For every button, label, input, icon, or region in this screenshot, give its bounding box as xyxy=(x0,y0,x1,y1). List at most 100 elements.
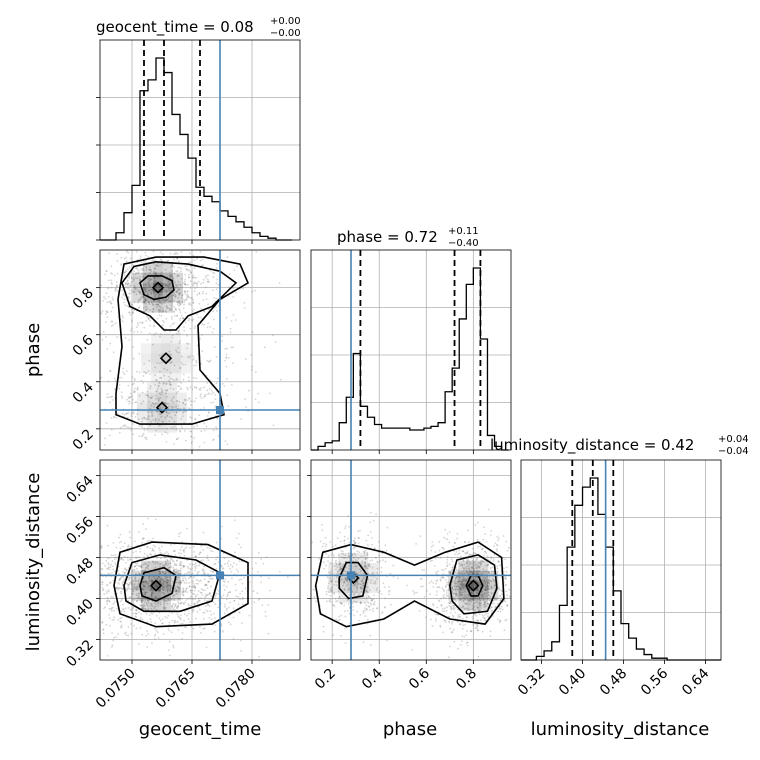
scatter-point xyxy=(143,416,146,419)
scatter-point xyxy=(178,304,181,307)
scatter-point xyxy=(147,418,150,421)
scatter-point xyxy=(330,580,332,583)
scatter-point xyxy=(327,587,329,590)
scatter-point xyxy=(102,589,104,592)
scatter-point xyxy=(172,406,174,409)
scatter-point xyxy=(171,317,174,320)
scatter-point xyxy=(363,566,366,568)
scatter-point xyxy=(346,580,348,582)
scatter-point xyxy=(176,578,179,580)
scatter-point xyxy=(267,577,270,579)
scatter-point xyxy=(254,289,257,292)
scatter-point xyxy=(130,623,132,625)
scatter-point xyxy=(141,542,144,544)
scatter-point xyxy=(198,414,201,417)
density-cell xyxy=(131,580,141,591)
scatter-point xyxy=(361,579,364,582)
density-cell xyxy=(358,552,369,563)
scatter-point xyxy=(127,282,130,285)
scatter-point xyxy=(133,587,136,589)
scatter-point xyxy=(166,306,168,309)
scatter-point xyxy=(130,546,133,548)
scatter-point xyxy=(479,561,482,563)
scatter-point xyxy=(103,296,105,298)
scatter-point xyxy=(106,655,109,657)
scatter-point xyxy=(178,589,181,592)
scatter-point xyxy=(456,585,459,588)
scatter-point xyxy=(449,596,452,599)
scatter-point xyxy=(158,314,161,317)
scatter-point xyxy=(195,582,198,585)
scatter-point xyxy=(141,597,144,599)
scatter-point xyxy=(132,264,135,266)
scatter-point xyxy=(128,531,131,534)
scatter-point xyxy=(346,583,349,586)
scatter-point xyxy=(234,551,236,554)
scatter-point xyxy=(168,589,171,592)
scatter-point xyxy=(171,336,173,339)
scatter-point xyxy=(111,395,114,398)
density-cell xyxy=(161,600,171,611)
scatter-point xyxy=(106,301,109,304)
scatter-point xyxy=(189,416,192,419)
scatter-point xyxy=(472,565,475,568)
scatter-point xyxy=(125,270,128,272)
scatter-point xyxy=(178,576,181,579)
scatter-point xyxy=(446,594,448,597)
scatter-point xyxy=(108,572,111,575)
scatter-point xyxy=(144,288,147,291)
scatter-point xyxy=(374,582,377,585)
scatter-point xyxy=(207,593,209,596)
scatter-point xyxy=(166,578,168,581)
scatter-point xyxy=(163,601,166,603)
scatter-point xyxy=(476,521,479,524)
scatter-point xyxy=(140,424,143,427)
scatter-point xyxy=(329,541,331,543)
scatter-point xyxy=(451,614,454,617)
scatter-point xyxy=(467,599,470,601)
scatter-point xyxy=(194,598,197,600)
scatter-point xyxy=(475,619,478,622)
scatter-point xyxy=(123,257,126,260)
scatter-point xyxy=(362,550,365,553)
scatter-point xyxy=(120,587,122,589)
scatter-point xyxy=(153,602,156,604)
scatter-point xyxy=(478,562,481,564)
scatter-point xyxy=(208,392,210,395)
scatter-point xyxy=(446,606,448,609)
scatter-point xyxy=(449,612,452,614)
scatter-point xyxy=(192,274,195,277)
scatter-point xyxy=(112,603,115,605)
scatter-point xyxy=(160,391,163,394)
scatter-point xyxy=(180,591,183,593)
panel-phase-luminosity_distance xyxy=(310,459,512,661)
scatter-point xyxy=(487,591,490,594)
scatter-point xyxy=(471,598,474,600)
scatter-point xyxy=(202,281,205,284)
scatter-point xyxy=(127,251,130,254)
scatter-point xyxy=(110,286,113,289)
scatter-point xyxy=(110,265,113,268)
scatter-point xyxy=(209,359,212,362)
scatter-point xyxy=(383,606,386,608)
scatter-point xyxy=(118,387,121,390)
contour-level-2 xyxy=(121,260,238,331)
scatter-point xyxy=(164,616,167,618)
scatter-point xyxy=(150,612,153,614)
title-geocent-time-plus: +0.00 xyxy=(270,16,301,27)
scatter-point xyxy=(140,435,143,438)
scatter-point xyxy=(203,572,206,575)
scatter-point xyxy=(159,251,162,254)
scatter-point xyxy=(183,551,186,553)
scatter-point xyxy=(244,587,247,590)
scatter-point xyxy=(431,541,434,543)
scatter-point xyxy=(172,568,175,571)
scatter-point xyxy=(452,589,455,591)
scatter-point xyxy=(462,624,465,627)
scatter-point xyxy=(473,602,476,605)
scatter-point xyxy=(173,569,175,572)
scatter-point xyxy=(444,621,447,624)
scatter-point xyxy=(141,618,144,620)
scatter-point xyxy=(173,292,175,294)
scatter-point xyxy=(488,588,490,591)
